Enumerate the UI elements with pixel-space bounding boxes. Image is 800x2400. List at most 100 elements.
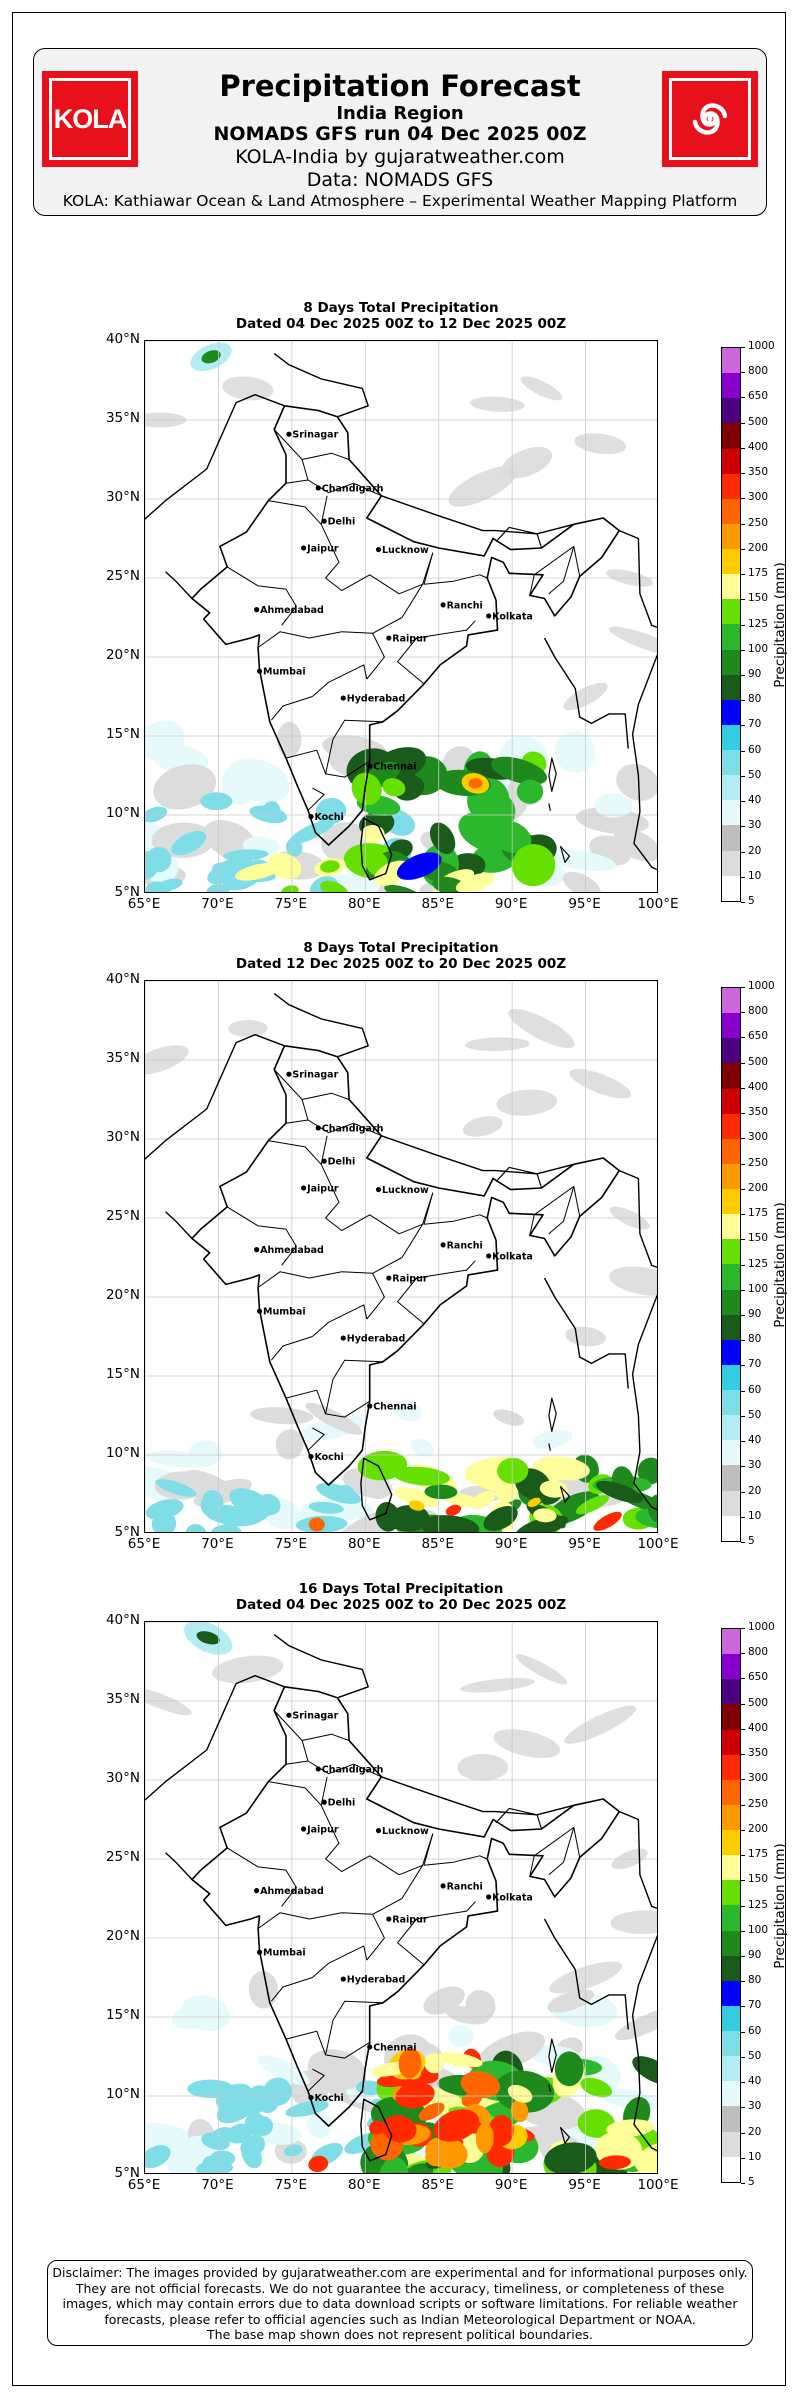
precip-area <box>508 1008 575 1048</box>
colorbar-tick-label: 800 <box>748 1005 769 1018</box>
city-label: Chennai <box>373 2043 416 2054</box>
colorbar-tick <box>741 1012 745 1014</box>
lon-tick-label: 70°E <box>201 1536 234 1552</box>
panel-title-text: 16 Days Total Precipitation <box>298 1581 504 1597</box>
precip-area <box>172 1999 226 2029</box>
panel-date-range: Dated 04 Dec 2025 00Z to 20 Dec 2025 00Z <box>235 1597 567 1613</box>
precip-area <box>448 2024 474 2048</box>
city-label: Ahmedabad <box>260 1245 324 1256</box>
precip-area <box>470 396 525 412</box>
colorbar-segment <box>722 1955 740 1981</box>
data-source-label: Data: NOMADS GFS <box>306 169 494 191</box>
precip-area <box>527 1497 541 1508</box>
precip-area <box>253 2116 274 2136</box>
precip-area <box>420 1515 480 1532</box>
india-boundary <box>191 405 621 846</box>
pakistan-boundary <box>145 1034 285 1160</box>
colorbar-segment <box>722 775 740 801</box>
state-boundary <box>372 1865 424 1915</box>
colorbar-segment <box>722 1729 740 1755</box>
precip-area <box>507 2084 533 2103</box>
colorbar-tick-label: 650 <box>748 390 769 403</box>
model-run-label: NOMADS GFS run 04 Dec 2025 00Z <box>213 123 587 145</box>
colorbar-tick-label: 200 <box>748 541 769 554</box>
colorbar-tick-label: 500 <box>748 1055 769 1068</box>
city-label: Kochi <box>314 812 343 823</box>
colorbar-tick <box>741 372 745 374</box>
colorbar-tick <box>741 1542 745 1543</box>
precip-area <box>614 2007 657 2041</box>
city-label: Jaipur <box>306 1824 339 1835</box>
city-label: Jaipur <box>306 543 339 554</box>
colorbar-tick-label: 90 <box>748 1307 762 1320</box>
precip-area <box>547 1989 595 2013</box>
colorbar-tick <box>741 1113 745 1115</box>
precip-area <box>382 778 406 797</box>
city-label: Lucknow <box>382 1826 429 1837</box>
precip-area <box>533 1456 590 1481</box>
precip-area <box>308 1501 344 1514</box>
island-outline <box>548 1443 551 1451</box>
lat-tick-label: 40°N <box>105 971 140 987</box>
precip-area <box>402 2163 434 2173</box>
colorbar-tick-label: 60 <box>748 2024 762 2037</box>
state-boundary <box>285 749 370 778</box>
precip-area <box>418 2102 445 2121</box>
lat-tick-label: 35°N <box>105 1050 140 1066</box>
state-boundary <box>257 1912 385 1961</box>
city-marker <box>340 1335 346 1341</box>
precip-area <box>249 805 288 824</box>
lat-tick-label: 5°N <box>114 1524 140 1540</box>
lat-tick-label: 40°N <box>105 331 140 347</box>
colorbar-tick-label: 125 <box>748 1257 769 1270</box>
state-boundary <box>397 1260 476 1325</box>
colorbar-tick <box>741 2006 745 2008</box>
precip-area <box>381 2115 417 2143</box>
city-marker <box>256 668 263 674</box>
precip-area <box>211 1524 242 1532</box>
precip-area <box>460 1677 535 1693</box>
colorbar-tick-label: 70 <box>748 1358 762 1371</box>
state-boundary <box>285 1760 309 1765</box>
colorbar-tick-label: 500 <box>748 415 769 428</box>
precip-area <box>220 765 258 805</box>
precip-area <box>201 350 221 364</box>
colorbar-tick-label: 400 <box>748 440 769 453</box>
colorbar-tick <box>741 801 745 803</box>
colorbar-tick-label: 350 <box>748 1747 769 1760</box>
colorbar-tick <box>741 1516 745 1518</box>
lat-tick-label: 15°N <box>105 726 140 742</box>
colorbar-tick <box>741 725 745 727</box>
precip-layer <box>145 1008 657 1532</box>
city-marker <box>286 1071 292 1077</box>
disclaimer-line: Disclaimer: The images provided by gujar… <box>52 2265 748 2280</box>
lon-tick-label: 75°E <box>274 896 308 912</box>
pakistan-coast <box>165 571 193 599</box>
sri-lanka-outline <box>360 2098 393 2162</box>
colorbar-tick-label: 50 <box>748 1408 762 1421</box>
colorbar-tick-label: 250 <box>748 1797 769 1810</box>
colorbar-segment <box>722 750 740 776</box>
myanmar-coast <box>543 1918 629 2030</box>
colorbar-tick <box>741 2056 745 2058</box>
city-label: Ahmedabad <box>260 1886 324 1897</box>
colorbar-segment <box>722 1113 740 1139</box>
bhutan-boundary <box>495 526 543 549</box>
colorbar-segment <box>722 1490 740 1516</box>
state-boundary <box>301 1740 382 1778</box>
lon-tick-label: 100°E <box>637 2177 679 2193</box>
city-label: Mumbai <box>263 1948 306 1959</box>
state-boundary <box>268 1135 328 1165</box>
state-boundary <box>423 552 488 585</box>
precip-area <box>308 2155 329 2173</box>
precip-area <box>280 885 299 892</box>
colorbar-tick-label: 80 <box>748 1974 762 1987</box>
colorbar-tick-label: 250 <box>748 516 769 529</box>
precip-area <box>396 852 442 880</box>
lat-tick-label: 20°N <box>105 647 140 663</box>
city-label: Raipur <box>392 1915 428 1926</box>
disclaimer-line: images, which may contain errors due to … <box>62 2296 738 2311</box>
colorbar-segment <box>722 2056 740 2082</box>
precip-area <box>491 756 548 785</box>
colorbar-tick <box>741 2132 745 2134</box>
